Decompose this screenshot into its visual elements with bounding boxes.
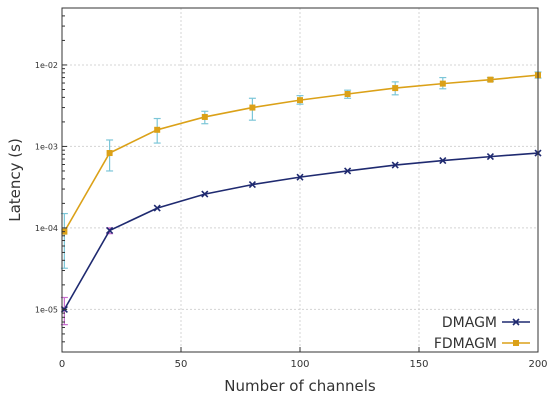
fdmagm-point	[297, 97, 303, 104]
dmagm-point-stroke	[391, 161, 399, 169]
fdmagm-point	[249, 104, 256, 111]
dmagm-point	[344, 167, 352, 175]
fdmagm-point	[106, 150, 113, 157]
dmagm-point	[106, 226, 114, 235]
dmagm-point	[201, 190, 209, 198]
dmagm-point-stroke	[344, 167, 352, 175]
dmagm-point-stroke	[439, 157, 447, 165]
legend-marker-fdmagm	[513, 340, 519, 346]
dmagm-point-stroke	[486, 153, 494, 161]
x-tick-label: 50	[175, 359, 188, 370]
dmagm-point	[439, 157, 447, 165]
x-tick-label: 0	[59, 359, 65, 370]
fdmagm-point	[487, 76, 494, 83]
dmagm-point-stroke	[201, 190, 209, 198]
fdmagm-point	[344, 91, 351, 98]
y-tick-label: 1e-02	[35, 61, 58, 70]
grid	[61, 8, 539, 352]
y-tick-label: 1e-04	[35, 224, 58, 233]
fdmagm-point	[439, 80, 446, 87]
legend-marker-dmagm	[512, 318, 520, 326]
dmagm-point	[248, 181, 256, 189]
error-bars	[60, 71, 542, 326]
fdmagm-point	[201, 113, 208, 120]
fdmagm-point	[392, 85, 399, 92]
dmagm-point	[486, 153, 494, 161]
series-markers	[60, 72, 542, 313]
legend-label-dmagm: DMAGM	[442, 315, 497, 331]
dmagm-point-stroke	[106, 226, 114, 235]
legend-keys	[502, 318, 530, 346]
dmagm-point-stroke	[153, 204, 161, 212]
x-tick-label: 150	[409, 359, 428, 370]
dmagm-point	[391, 161, 399, 169]
y-axis-title: Latency (s)	[6, 138, 24, 222]
fdmagm-point	[154, 126, 161, 133]
y-tick-label: 1e-03	[35, 142, 58, 151]
dmagm-point	[296, 173, 304, 181]
x-tick-label: 100	[290, 359, 309, 370]
legend-marker-dmagm-stroke	[512, 318, 520, 326]
series-lines	[63, 74, 539, 310]
dmagm-point-stroke	[296, 173, 304, 181]
x-tick-label: 200	[528, 359, 547, 370]
x-axis-title: Number of channels	[224, 377, 376, 395]
dmagm-point-stroke	[248, 181, 256, 189]
axis-ticks: 0 50 100 150 200 1e-05 1e-04 1e-03 1e-02	[35, 7, 548, 370]
dmagm-point	[153, 204, 161, 212]
legend: DMAGM FDMAGM	[434, 315, 530, 352]
y-tick-label: 1e-05	[35, 305, 58, 314]
legend-label-fdmagm: FDMAGM	[434, 336, 497, 352]
